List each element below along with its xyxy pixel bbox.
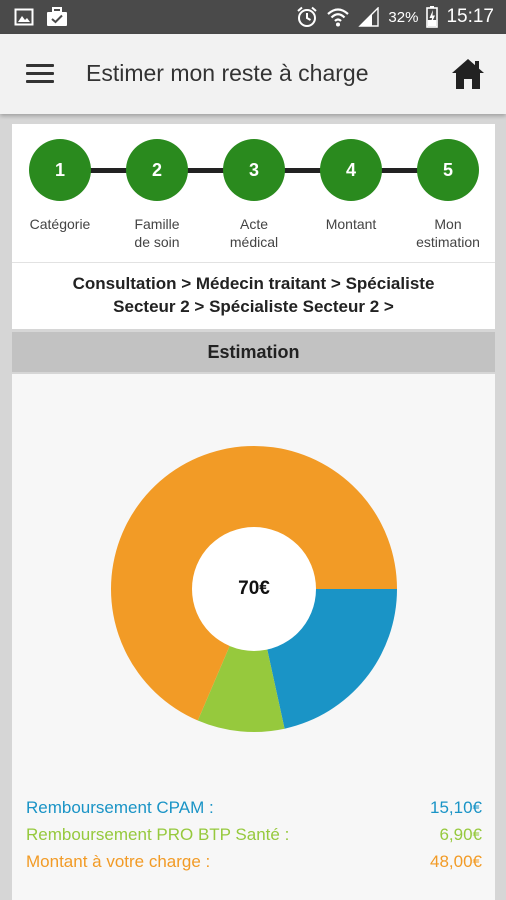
- image-icon: [14, 8, 34, 26]
- estimation-chart-card: 70€ Remboursement CPAM : 15,10€ Rembours…: [12, 374, 495, 900]
- legend-label: Remboursement PRO BTP Santé :: [26, 825, 290, 844]
- step-label: Catégorie: [29, 216, 91, 232]
- step-label: Montant: [325, 216, 377, 232]
- divider: [12, 262, 495, 263]
- step-1[interactable]: 1 Catégorie: [13, 124, 107, 233]
- step-circle: 3: [223, 139, 285, 201]
- step-circle: 2: [126, 139, 188, 201]
- donut-hole: [192, 527, 316, 651]
- breadcrumb: Consultation > Médecin traitant > Spécia…: [72, 274, 435, 316]
- step-3[interactable]: 3 Acte médical: [207, 124, 301, 251]
- page-title: Estimer mon reste à charge: [86, 60, 369, 86]
- total-amount: 70€: [238, 578, 270, 599]
- status-bar: 32% 15:17: [0, 0, 506, 34]
- wifi-icon: [327, 8, 350, 27]
- pie-slice-pro-btp: [197, 589, 285, 732]
- briefcase-check-icon: [47, 7, 67, 26]
- hamburger-menu-icon[interactable]: [26, 64, 54, 84]
- clock: 15:17: [446, 6, 494, 27]
- steps-card: 1 Catégorie 2 Famille de soin 3 Acte médic…: [12, 124, 495, 329]
- legend-label: Remboursement CPAM :: [26, 798, 214, 817]
- legend-value: 48,00€: [430, 852, 482, 871]
- battery-charging-icon: [426, 6, 439, 28]
- step-label: Mon estimation: [416, 216, 480, 250]
- step-2[interactable]: 2 Famille de soin: [110, 124, 204, 251]
- legend-value: 6,90€: [439, 825, 482, 844]
- legend-row-reste-charge: Montant à votre charge : 48,00€: [26, 850, 482, 874]
- legend-value: 15,10€: [430, 798, 482, 817]
- battery-percent: 32%: [388, 8, 419, 26]
- step-label: Acte médical: [229, 216, 279, 250]
- app-bar: Estimer mon reste à charge: [0, 34, 506, 114]
- step-circle: 1: [29, 139, 91, 201]
- step-4[interactable]: 4 Montant: [304, 124, 398, 233]
- donut-chart: [110, 446, 397, 732]
- legend-row-pro-btp: Remboursement PRO BTP Santé : 6,90€: [26, 823, 482, 847]
- home-icon[interactable]: [450, 56, 486, 92]
- signal-icon: [358, 7, 380, 27]
- step-circle: 4: [320, 139, 382, 201]
- step-5[interactable]: 5 Mon estimation: [401, 124, 495, 251]
- step-circle: 5: [417, 139, 479, 201]
- legend-label: Montant à votre charge :: [26, 852, 211, 871]
- estimation-header: Estimation: [12, 332, 495, 372]
- legend-row-cpam: Remboursement CPAM : 15,10€: [26, 796, 482, 820]
- step-label: Famille de soin: [134, 216, 180, 250]
- alarm-icon: [297, 6, 318, 27]
